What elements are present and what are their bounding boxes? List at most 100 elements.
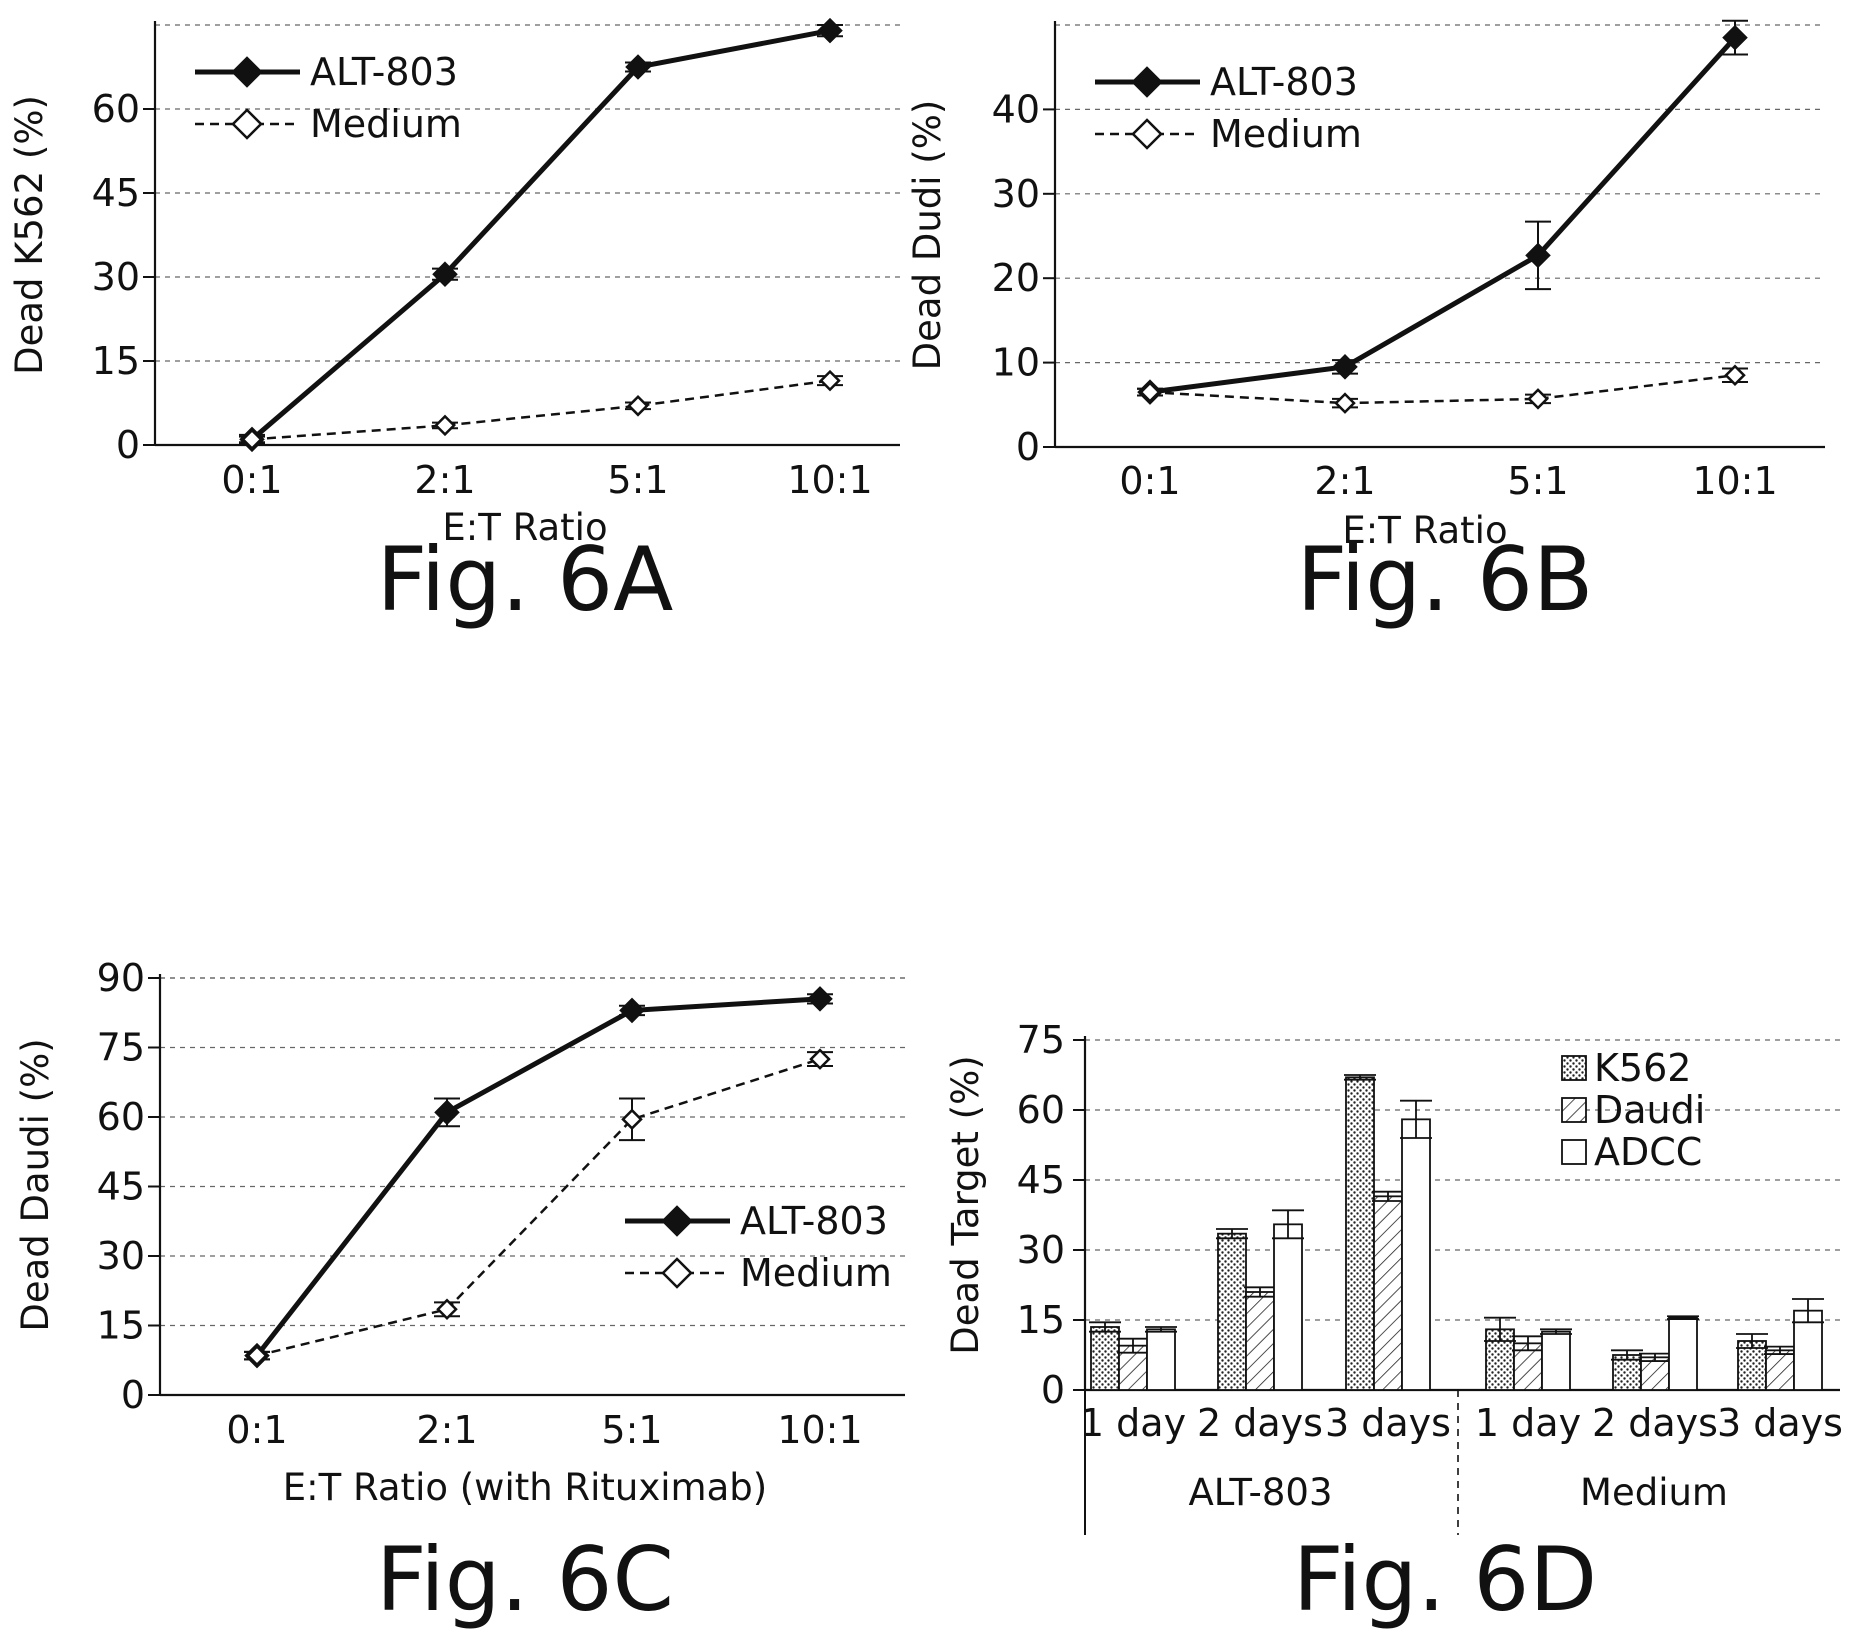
y-tick-label: 45 bbox=[92, 171, 140, 215]
caption-6b: Fig. 6B bbox=[1297, 528, 1594, 631]
legend-label: Medium bbox=[1210, 112, 1362, 156]
legend-marker bbox=[661, 1205, 693, 1237]
legend-swatch bbox=[1561, 1055, 1587, 1081]
bar-daudi bbox=[1373, 1195, 1403, 1391]
series-line-medium bbox=[1149, 374, 1736, 405]
data-point bbox=[621, 1108, 643, 1131]
x-tick-label: 5:1 bbox=[601, 1408, 662, 1452]
y-tick-label: 45 bbox=[1017, 1158, 1065, 1202]
bar-k562 bbox=[1217, 1232, 1247, 1391]
y-tick-label: 75 bbox=[97, 1026, 145, 1070]
y-tick-label: 30 bbox=[97, 1234, 145, 1278]
y-tick-label: 15 bbox=[92, 339, 140, 383]
x-tick-label: 5:1 bbox=[1507, 459, 1568, 503]
y-tick-label: 30 bbox=[92, 255, 140, 299]
data-point bbox=[619, 997, 645, 1024]
series-line-alt-803 bbox=[1149, 35, 1737, 395]
data-point bbox=[817, 17, 843, 44]
y-tick-label: 60 bbox=[1017, 1088, 1065, 1132]
legend-label: Daudi bbox=[1594, 1088, 1705, 1132]
legend-swatch bbox=[1561, 1097, 1587, 1123]
legend-label: ADCC bbox=[1594, 1130, 1702, 1174]
legend-marker bbox=[1131, 118, 1163, 150]
caption-6d: Fig. 6D bbox=[1293, 1528, 1597, 1631]
data-point bbox=[1527, 388, 1549, 410]
x-tick-label: 10:1 bbox=[1692, 459, 1777, 503]
data-point bbox=[436, 1298, 458, 1321]
data-point bbox=[807, 986, 833, 1012]
data-point bbox=[434, 414, 456, 437]
x-tick-label: 2:1 bbox=[1314, 459, 1375, 503]
x-tick-label: 1 day bbox=[1080, 1401, 1186, 1445]
y-tick-label: 0 bbox=[1016, 425, 1040, 469]
bar-k562 bbox=[1090, 1326, 1120, 1391]
data-point bbox=[241, 428, 263, 451]
data-point bbox=[1334, 392, 1356, 414]
bar-adcc bbox=[1668, 1316, 1698, 1391]
y-axis-label: Dead Daudi (%) bbox=[14, 1038, 57, 1331]
group-label: Medium bbox=[1580, 1471, 1728, 1514]
bar-adcc bbox=[1793, 1309, 1823, 1391]
x-tick-label: 2:1 bbox=[416, 1408, 477, 1452]
y-axis-label: Dead Target (%) bbox=[944, 1055, 987, 1354]
bar-daudi bbox=[1245, 1291, 1275, 1391]
y-tick-label: 0 bbox=[121, 1373, 145, 1417]
series-line-alt-803 bbox=[255, 996, 821, 1358]
legend-marker bbox=[661, 1257, 693, 1289]
chart-panel-6c: 0 15 30 45 60 75 90 0:1 2:1 5:1 10:1E:T Ratio (wit… bbox=[14, 956, 905, 1509]
y-tick-label: 60 bbox=[97, 1095, 145, 1139]
x-tick-label: 3 days bbox=[1325, 1401, 1451, 1445]
legend-marker bbox=[1131, 66, 1163, 98]
x-axis-label: E:T Ratio (with Rituximab) bbox=[283, 1466, 767, 1509]
y-axis-label: Dead Dudi (%) bbox=[906, 100, 949, 371]
data-point bbox=[434, 1099, 460, 1126]
x-tick-label: 2 days bbox=[1197, 1401, 1323, 1445]
legend-label: K562 bbox=[1594, 1046, 1691, 1090]
y-tick-label: 75 bbox=[1017, 1018, 1065, 1062]
series-line-alt-803 bbox=[250, 28, 831, 442]
data-point bbox=[432, 261, 458, 287]
data-point bbox=[819, 369, 841, 392]
legend-swatch bbox=[1561, 1139, 1587, 1165]
y-tick-label: 30 bbox=[1017, 1228, 1065, 1272]
x-tick-label: 0:1 bbox=[221, 458, 282, 502]
y-tick-label: 20 bbox=[992, 256, 1040, 300]
data-point bbox=[809, 1048, 831, 1070]
bar-k562 bbox=[1345, 1076, 1375, 1391]
data-point bbox=[1525, 242, 1551, 269]
caption-6a: Fig. 6A bbox=[377, 528, 674, 631]
y-tick-label: 10 bbox=[992, 341, 1040, 385]
x-axis-label: E:T Ratio bbox=[442, 506, 607, 549]
data-point bbox=[625, 54, 651, 80]
legend-label: ALT-803 bbox=[1210, 60, 1358, 104]
legend-label: Medium bbox=[740, 1251, 892, 1295]
data-point bbox=[627, 395, 649, 417]
bar-adcc bbox=[1541, 1330, 1571, 1391]
chart-panel-6b: 0 10 20 30 40 0:1 2:1 5:1 10:1 E:T Ratio Dead Dudi… bbox=[906, 19, 1825, 552]
caption-6c: Fig. 6C bbox=[376, 1528, 674, 1631]
x-tick-label: 2 days bbox=[1592, 1401, 1718, 1445]
data-point bbox=[246, 1344, 268, 1367]
data-point bbox=[1139, 381, 1161, 403]
x-tick-label: 0:1 bbox=[226, 1408, 287, 1452]
legend-label: ALT-803 bbox=[310, 50, 458, 94]
x-tick-label: 3 days bbox=[1717, 1401, 1843, 1445]
legend-label: ALT-803 bbox=[740, 1199, 888, 1243]
y-tick-label: 0 bbox=[116, 423, 140, 467]
bar-daudi bbox=[1640, 1356, 1670, 1391]
x-tick-label: 0:1 bbox=[1119, 459, 1180, 503]
x-tick-label: 2:1 bbox=[414, 458, 475, 502]
data-point bbox=[1332, 354, 1358, 380]
x-tick-label: 10:1 bbox=[787, 458, 872, 502]
bar-adcc bbox=[1146, 1328, 1176, 1391]
y-tick-label: 15 bbox=[1017, 1298, 1065, 1342]
y-tick-label: 30 bbox=[992, 172, 1040, 216]
y-tick-label: 15 bbox=[97, 1304, 145, 1348]
y-axis-label: Dead K562 (%) bbox=[8, 95, 51, 375]
series-line-medium bbox=[251, 379, 831, 441]
y-tick-label: 45 bbox=[97, 1165, 145, 1209]
x-tick-label: 1 day bbox=[1475, 1401, 1581, 1445]
legend-label: Medium bbox=[310, 102, 462, 146]
